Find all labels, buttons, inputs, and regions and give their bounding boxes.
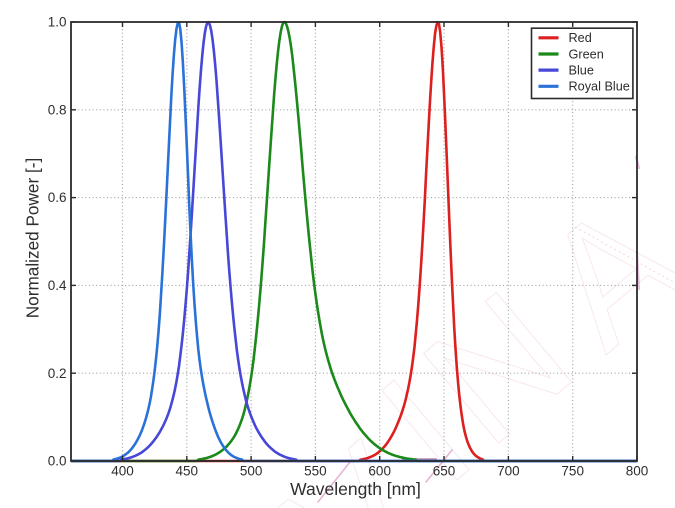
svg-text:0.0: 0.0 [48, 454, 67, 469]
svg-text:750: 750 [561, 464, 584, 479]
svg-text:Wavelength [nm]: Wavelength [nm] [290, 479, 421, 499]
svg-text:500: 500 [240, 464, 263, 479]
svg-text:700: 700 [497, 464, 520, 479]
svg-text:0.6: 0.6 [48, 190, 67, 205]
svg-text:Royal Blue: Royal Blue [569, 80, 630, 94]
svg-text:650: 650 [433, 464, 456, 479]
svg-text:Normalized Power [-]: Normalized Power [-] [23, 158, 43, 318]
svg-text:800: 800 [626, 464, 649, 479]
svg-text:1.0: 1.0 [48, 15, 67, 30]
svg-text:Red: Red [569, 31, 592, 45]
svg-text:Blue: Blue [569, 64, 594, 78]
svg-text:0.8: 0.8 [48, 102, 67, 117]
svg-text:Green: Green [569, 47, 604, 61]
svg-text:550: 550 [304, 464, 327, 479]
svg-text:450: 450 [176, 464, 199, 479]
svg-text:600: 600 [368, 464, 391, 479]
svg-text:400: 400 [111, 464, 134, 479]
svg-text:0.4: 0.4 [48, 278, 67, 293]
svg-text:0.2: 0.2 [48, 366, 67, 381]
